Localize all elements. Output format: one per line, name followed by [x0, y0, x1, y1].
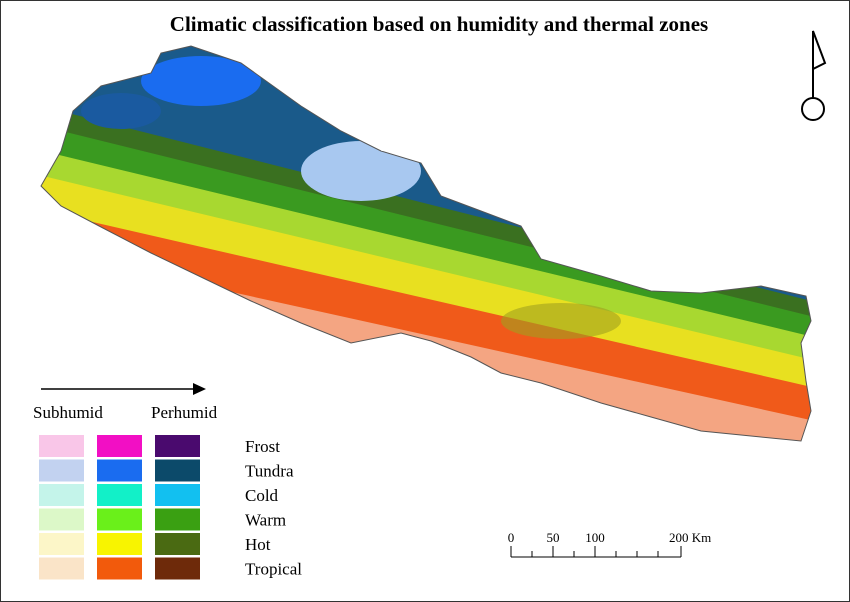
scale-label: 0 [508, 530, 515, 545]
legend-label: Hot [245, 535, 271, 554]
legend-swatch [39, 484, 84, 506]
legend-label: Warm [245, 511, 286, 530]
map-title: Climatic classification based on humidit… [170, 12, 708, 36]
humidity-arrow [41, 383, 206, 395]
legend-swatch [39, 508, 84, 531]
legend-swatch [155, 484, 200, 506]
legend-label: Tropical [245, 560, 302, 579]
legend-swatch [97, 508, 142, 531]
scale-label: 100 [585, 530, 605, 545]
legend-right-label: Perhumid [151, 403, 218, 422]
north-arrow [801, 30, 827, 121]
legend-swatch [39, 533, 84, 555]
legend-swatch [39, 459, 84, 482]
scale-label: 50 [547, 530, 560, 545]
legend-label: Frost [245, 437, 280, 456]
legend-swatch [155, 557, 200, 580]
scale-label: 200 Km [669, 530, 711, 545]
country-outline [40, 45, 812, 442]
legend-swatch [97, 435, 142, 457]
legend-swatch [97, 484, 142, 506]
legend-label: Cold [245, 486, 279, 505]
legend-swatch [155, 459, 200, 482]
scale-bar [510, 546, 682, 558]
legend-swatch [39, 557, 84, 580]
legend-swatch [155, 435, 200, 457]
legend-swatch [97, 557, 142, 580]
legend-swatch [155, 533, 200, 555]
legend-label: Tundra [245, 462, 294, 481]
legend: Frost Tundra Cold Warm Hot Tropical [39, 435, 302, 580]
legend-swatch [155, 508, 200, 531]
legend-left-label: Subhumid [33, 403, 103, 422]
legend-swatch [97, 533, 142, 555]
legend-swatch [97, 459, 142, 482]
legend-swatch [39, 435, 84, 457]
